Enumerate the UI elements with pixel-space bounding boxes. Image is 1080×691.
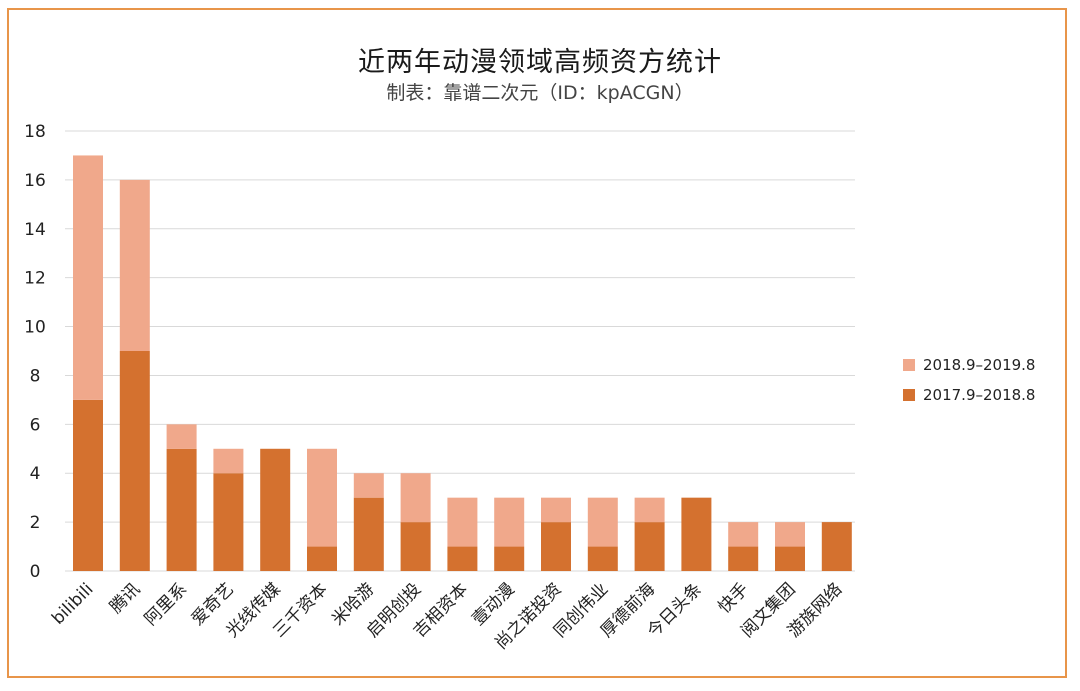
y-tick-label: 12 [24, 269, 46, 289]
bar-2017-9 [494, 546, 525, 571]
bar-2018-7 [400, 473, 431, 523]
bar-2018-9 [494, 497, 525, 547]
bar-2017-5 [307, 546, 337, 571]
grid-lines [65, 130, 855, 572]
bar-2018-3 [213, 448, 244, 474]
bar-2017-13 [681, 497, 712, 571]
y-tick-label: 10 [24, 318, 46, 338]
bar-2017-14 [728, 546, 759, 571]
y-tick-label: 14 [24, 220, 46, 240]
bar-2018-6 [353, 473, 384, 498]
y-tick-label: 2 [30, 513, 41, 533]
bar-2018-2 [166, 424, 197, 449]
x-tick-label: 阿里系 [141, 579, 191, 629]
bar-2018-10 [541, 497, 571, 523]
legend-item-2017: 2017.9–2018.8 [903, 380, 1035, 410]
bar-2018-8 [447, 497, 478, 547]
y-tick-label: 8 [30, 366, 41, 386]
y-tick-label: 6 [30, 415, 41, 435]
bar-2017-2 [166, 448, 197, 571]
bar-2017-10 [541, 522, 571, 571]
chart-title: 近两年动漫领域高频资方统计 [358, 47, 722, 78]
bar-2018-1 [119, 179, 150, 351]
bar-2017-11 [587, 546, 618, 571]
bar-2017-16 [821, 522, 852, 571]
y-axis-ticks: 0 2 4 6 8 10 12 14 16 18 [24, 122, 46, 582]
bar-2017-4 [260, 448, 291, 571]
legend-label-2017: 2017.9–2018.8 [923, 386, 1036, 404]
chart-subtitle: 制表：靠谱二次元（ID：kpACGN） [386, 82, 694, 104]
bar-2017-15 [775, 546, 805, 571]
legend-swatch-2017 [903, 389, 915, 401]
bar-2017-8 [447, 546, 478, 571]
x-tick-label: bilibili [48, 579, 97, 628]
bar-2018-14 [728, 522, 759, 547]
legend-label-2018: 2018.9–2019.8 [923, 356, 1036, 374]
bar-2017-1 [119, 351, 150, 571]
bar-2018-15 [775, 522, 805, 547]
x-tick-label: 腾讯 [106, 579, 144, 617]
bar-2017-0 [73, 399, 103, 571]
bar-2017-12 [634, 522, 665, 571]
y-tick-label: 4 [30, 464, 41, 484]
bar-2018-5 [307, 448, 337, 547]
y-tick-label: 0 [30, 562, 41, 582]
y-tick-label: 16 [24, 171, 46, 191]
bars [73, 155, 852, 571]
bar-2018-11 [587, 497, 618, 547]
legend-item-2018: 2018.9–2019.8 [903, 350, 1035, 380]
bar-2017-7 [400, 522, 431, 571]
bar-2018-0 [73, 155, 103, 400]
y-tick-label: 18 [24, 122, 46, 142]
bar-2017-3 [213, 473, 244, 571]
bar-2018-12 [634, 497, 665, 523]
x-tick-label: 快手 [715, 579, 753, 617]
bar-2017-6 [353, 497, 384, 571]
x-axis-ticks: bilibili 腾讯阿里系爱奇艺光线传媒三千资本米哈游启明创投吉相资本壹动漫尚之… [48, 579, 846, 653]
legend-swatch-2018 [903, 359, 915, 371]
legend: 2018.9–2019.8 2017.9–2018.8 [903, 350, 1035, 410]
